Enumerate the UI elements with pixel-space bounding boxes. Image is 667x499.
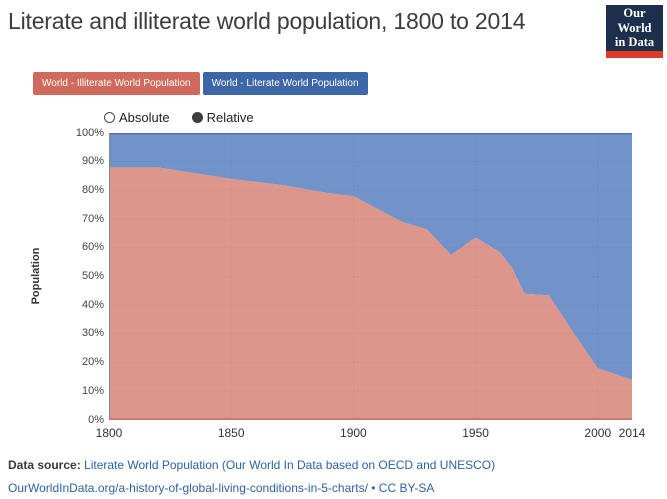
owid-logo-line2: in Data — [614, 35, 655, 50]
y-axis-title: Population — [30, 247, 42, 305]
y-tick-label: 80% — [81, 183, 104, 196]
x-tick-label: 1900 — [340, 426, 367, 440]
attribution-line: OurWorldInData.org/a-history-of-global-l… — [8, 481, 434, 495]
license-link[interactable]: CC BY-SA — [378, 481, 435, 495]
y-tick-label: 40% — [81, 298, 104, 311]
separator-dot: • — [367, 481, 379, 495]
toggle-option-absolute[interactable]: Absolute — [104, 110, 170, 125]
owid-url-link[interactable]: OurWorldInData.org/a-history-of-global-l… — [8, 481, 368, 495]
illiterate-area[interactable] — [109, 167, 632, 420]
toggle-option-label: Absolute — [119, 110, 170, 125]
series-legend: World - Illiterate World Population World… — [33, 72, 368, 95]
stacked-area-plot — [109, 133, 632, 420]
owid-logo-line1: Our World — [617, 6, 652, 35]
legend-button-illiterate[interactable]: World - Illiterate World Population — [33, 72, 200, 95]
data-source-label: Data source: — [8, 458, 85, 472]
x-tick-label: 2014 — [618, 426, 646, 440]
radio-unselected-icon — [104, 112, 115, 123]
legend-button-literate[interactable]: World - Literate World Population — [202, 72, 368, 95]
x-tick-label: 1800 — [95, 426, 123, 440]
x-tick-label: 1950 — [462, 426, 489, 440]
toggle-option-label: Relative — [206, 110, 254, 125]
y-tick-label: 100% — [75, 126, 104, 139]
page-title: Literate and illiterate world population… — [8, 8, 526, 34]
data-source-link[interactable]: Literate World Population (Our World In … — [84, 458, 496, 472]
x-tick-label: 1850 — [217, 426, 245, 440]
radio-selected-icon — [191, 112, 203, 123]
x-tick-label: 2000 — [584, 426, 612, 440]
absolute-relative-toggle: Absolute Relative — [104, 110, 254, 125]
owid-logo[interactable]: Our World in Data — [606, 5, 663, 58]
toggle-option-relative[interactable]: Relative — [191, 110, 254, 125]
y-tick-label: 60% — [81, 241, 104, 254]
y-tick-label: 20% — [81, 356, 104, 369]
y-tick-label: 0% — [88, 413, 104, 426]
y-tick-label: 90% — [81, 155, 104, 168]
literate-area[interactable] — [109, 133, 632, 380]
data-source-line: Data source: Literate World Population (… — [8, 458, 495, 472]
y-tick-label: 30% — [81, 327, 104, 340]
y-tick-label: 50% — [81, 270, 104, 282]
y-tick-label: 70% — [81, 212, 104, 225]
y-tick-label: 10% — [81, 384, 104, 397]
